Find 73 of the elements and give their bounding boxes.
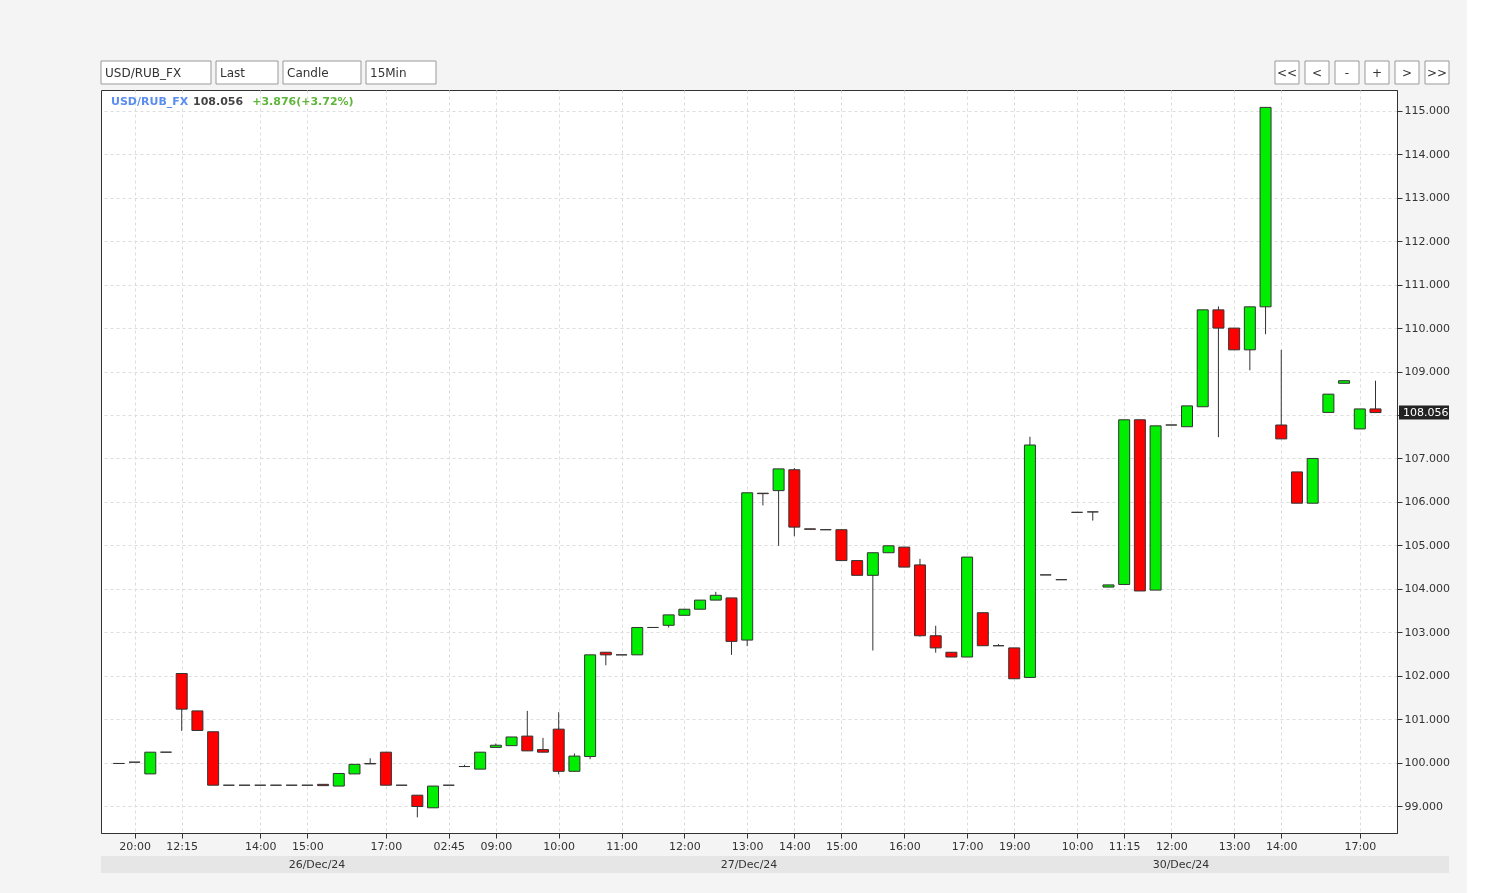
candlestick — [1275, 349, 1288, 440]
x-tick-label: 12:15 — [166, 839, 199, 853]
x-tick-label: 17:00 — [1344, 839, 1377, 853]
x-tick-label: 10:00 — [543, 839, 576, 853]
candlestick — [191, 710, 204, 731]
annotation: 108.056 — [193, 95, 244, 108]
y-tick-label: 114.000 — [1404, 147, 1450, 161]
text: >> — [1426, 66, 1448, 80]
x-tick-label: 17:00 — [951, 839, 984, 853]
text: - — [1344, 66, 1350, 80]
x-tick-label: 19:00 — [998, 839, 1031, 853]
candlestick — [1353, 408, 1366, 430]
x-tick-label: 16:00 — [888, 839, 921, 853]
text: 27/Dec/24 — [720, 858, 778, 871]
x-tick-label: 12:00 — [669, 839, 701, 853]
annotation: +3.876(+3.72%) — [252, 95, 354, 108]
x-tick-label: 10:00 — [1061, 839, 1094, 853]
candlestick — [427, 785, 440, 809]
candlestick — [1181, 405, 1194, 428]
y-tick-label: 106.000 — [1404, 495, 1450, 509]
x-tick-label: 15:00 — [826, 839, 858, 853]
y-tick-label: 111.000 — [1404, 278, 1450, 292]
candlestick — [536, 737, 549, 753]
candlestick — [772, 468, 785, 547]
y-tick-label: 104.000 — [1404, 582, 1450, 596]
candlestick — [489, 742, 502, 748]
y-tick-label: 115.000 — [1404, 104, 1450, 118]
x-tick-label: 11:00 — [606, 839, 638, 853]
text: > — [1401, 66, 1413, 80]
text: 108.056 — [1403, 405, 1449, 419]
x-tick-label: 13:00 — [1218, 839, 1251, 853]
text: 30/Dec/24 — [1152, 858, 1210, 871]
text: 15Min — [370, 66, 407, 80]
candlestick — [1369, 380, 1382, 414]
x-tick-label: 02:45 — [433, 839, 466, 853]
y-tick-label: 110.000 — [1404, 321, 1450, 335]
y-tick-label: 103.000 — [1404, 625, 1450, 639]
y-tick-label: 105.000 — [1404, 538, 1450, 552]
text: < — [1311, 66, 1323, 80]
y-tick-label: 100.000 — [1404, 756, 1450, 770]
candlestick — [1212, 305, 1225, 438]
x-tick-label: 13:00 — [731, 839, 764, 853]
candlestick — [1228, 327, 1241, 351]
text: << — [1276, 66, 1298, 80]
candlestick — [866, 552, 879, 652]
text: Last — [220, 66, 246, 80]
candlestick — [521, 710, 534, 752]
x-tick-label: 09:00 — [480, 839, 513, 853]
candlestick — [1322, 393, 1335, 413]
y-tick-label: 102.000 — [1404, 669, 1450, 683]
y-tick-label: 107.000 — [1404, 451, 1450, 465]
text: Candle — [287, 66, 329, 80]
y-tick-label: 101.000 — [1404, 712, 1450, 726]
y-tick-label: 112.000 — [1404, 234, 1450, 248]
candlestick — [411, 794, 424, 818]
x-tick-label: 14:00 — [778, 839, 811, 853]
x-tick-label: 12:00 — [1155, 839, 1188, 853]
x-tick-label: 15:00 — [292, 839, 324, 853]
x-tick-label: 14:00 — [244, 839, 277, 853]
y-tick-label: 113.000 — [1404, 191, 1450, 205]
x-tick-label: 11:15 — [1108, 839, 1141, 853]
x-tick-label: 14:00 — [1265, 839, 1298, 853]
candlestick — [898, 546, 911, 568]
chart-title: USD/RUB_FX — [111, 95, 189, 108]
y-tick-label: 109.000 — [1404, 365, 1450, 379]
x-tick-label: 17:00 — [370, 839, 403, 853]
x-tick-label: 20:00 — [119, 839, 151, 853]
y-tick-label: 99.000 — [1404, 799, 1443, 813]
text: 26/Dec/24 — [288, 858, 346, 871]
text: + — [1371, 66, 1383, 80]
candlestick — [144, 751, 157, 775]
candlestick — [929, 625, 942, 654]
text: USD/RUB_FX — [105, 66, 182, 80]
